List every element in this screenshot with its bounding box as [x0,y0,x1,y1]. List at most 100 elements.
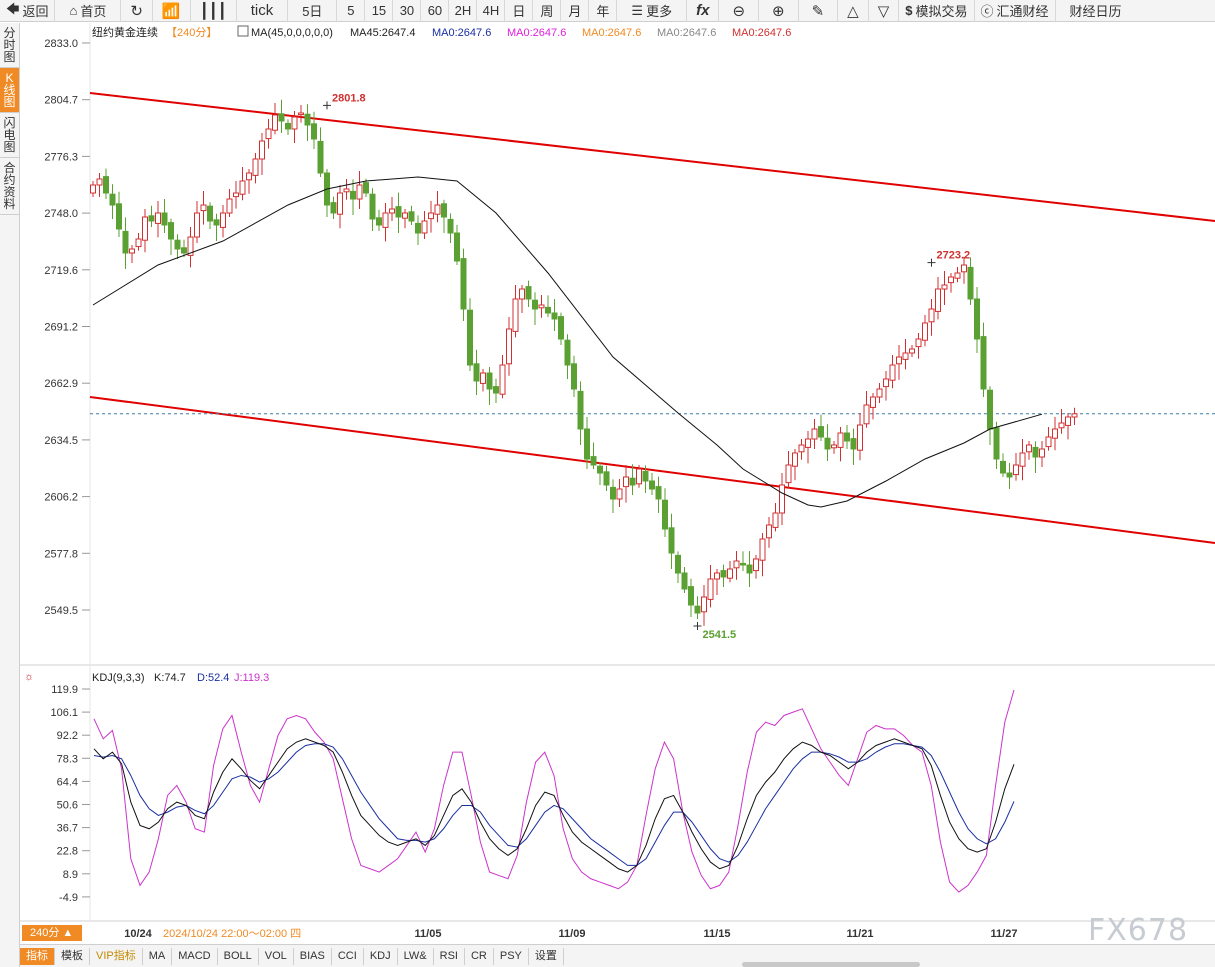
indicator-tab-3[interactable]: MA [143,947,173,965]
candle-body [317,140,324,174]
indicator-tab-6[interactable]: VOL [259,947,294,965]
candle-body [493,386,499,394]
home-icon: ⌂ [69,3,78,18]
candle-body [694,605,701,614]
candle-body [649,480,655,490]
extreme-label: 2723.2 [937,250,971,262]
side-tab-3[interactable]: 合约资料 [0,158,19,215]
candle-body [155,212,161,224]
ma-value-1: MA0:2647.6 [432,27,491,39]
candle-body [662,499,668,530]
indicator-chart-button[interactable]: 📶 [153,0,191,22]
ma-value-2: MA0:2647.6 [507,27,566,39]
indicator-tab-13[interactable]: PSY [494,947,529,965]
candle-body [863,404,870,425]
candle-body [831,444,837,449]
tick-button[interactable]: tick [237,0,289,22]
candle-body [538,304,545,309]
candle-body [363,182,369,194]
scroll-up-button[interactable]: △ [838,0,869,22]
indicator-tab-5[interactable]: BOLL [218,947,259,965]
candle-body [122,230,129,254]
indicator-tab-9[interactable]: KDJ [364,947,398,965]
indicator-tab-1[interactable]: 模板 [55,947,90,965]
period-15min[interactable]: 15 [365,0,394,22]
period-30min[interactable]: 30 [393,0,422,22]
candle-body [688,586,694,606]
kdj-tick-label: 119.9 [51,684,78,696]
kdj-tick-label: 8.9 [63,869,78,881]
kdj-d-line [93,743,1015,866]
formula-button[interactable]: fx [687,0,720,22]
refresh-button[interactable]: ↻ [121,0,153,22]
candle-body [1052,428,1058,439]
candle-body [876,388,883,398]
trend-line [89,92,1215,222]
indicator-tab-14[interactable]: 设置 [529,947,564,965]
period-badge[interactable]: 240分 ▲ [22,925,82,941]
sim-trade-button[interactable]: $ 模拟交易 [899,0,975,22]
candle-body [434,204,441,215]
side-tab-0[interactable]: 分时图 [0,23,19,68]
indicator-tab-10[interactable]: LW& [398,947,434,965]
period-5day[interactable]: 5日 [288,0,338,22]
indicator-tabs: 指标 模板 VIP指标 MA MACD BOLL VOL BIAS CCI KDJ LW& RSI CR… [20,944,1215,967]
zoom-out-button[interactable]: ⊖ [719,0,760,22]
period-2h[interactable]: 2H [449,0,478,22]
scroll-down-button[interactable]: ▽ [869,0,900,22]
candle-body [148,215,155,222]
calendar-button[interactable]: 财经日历 [1069,4,1122,19]
candle-body [109,193,116,206]
huitong-button[interactable]: ⓒ 汇通财经 [975,0,1056,22]
back-button[interactable]: 🡄 返回 [0,0,56,22]
indicator-tab-11[interactable]: RSI [434,947,465,965]
zoom-in-button[interactable]: ⊕ [759,0,799,22]
candle-body [642,470,649,482]
candle-body [551,312,558,320]
indicator-tab-2[interactable]: VIP指标 [90,947,143,965]
candle-body [935,288,941,312]
kdj-series [93,689,1015,893]
candle-body [909,348,915,354]
indicator-tab-8[interactable]: CCI [332,947,364,965]
candle-body [525,286,532,300]
candle-body [1032,446,1039,458]
candle-body [980,336,987,390]
more-button[interactable]: ☰ 更多 [617,0,688,22]
period-4h[interactable]: 4H [477,0,506,22]
candle-body [480,372,486,384]
period-year[interactable]: 年 [589,0,618,22]
kline-style-button[interactable]: ┃┃┃ [191,0,237,22]
period-label: 【240分】 [166,26,217,39]
indicator-tab-12[interactable]: CR [465,947,494,965]
period-day[interactable]: 日 [505,0,534,22]
candle-body [844,432,850,442]
indicator-tab-0[interactable]: 指标 [20,947,55,965]
candlestick-icon: ┃┃┃ [199,2,227,20]
period-5min[interactable]: 5 [337,0,366,22]
chart-canvas[interactable]: 2801.8 2723.2 2541.5 2833.0 2804.7 2776.3 274… [20,23,1215,944]
horizontal-scrollbar[interactable] [742,962,920,967]
indicator-tab-7[interactable]: BIAS [294,947,332,965]
candle-body [181,247,187,254]
indicator-tab-4[interactable]: MACD [172,947,218,965]
period-week[interactable]: 周 [533,0,562,22]
candle-body [194,212,200,238]
ma-params: MA(45,0,0,0,0,0) [251,27,333,39]
toolbar: 🡄 返回 ⌂ 首页 ↻ 📶 ┃┃┃ tick 5日 5 15 30 60 2H 4H… [0,0,1215,22]
candle-body [395,206,402,218]
candle-body [870,396,876,408]
candle-body [1013,464,1019,476]
draw-button[interactable]: ✎ [799,0,839,22]
candle-body [187,236,194,256]
kdj-d-value: D:52.4 [197,672,229,684]
candle-body [311,123,317,140]
period-60min[interactable]: 60 [421,0,450,22]
candle-body [421,220,428,234]
home-button[interactable]: ⌂ 首页 [55,0,122,22]
side-tab-2[interactable]: 闪电图 [0,113,19,158]
candle-body [701,596,707,613]
period-month[interactable]: 月 [561,0,590,22]
candle-body [272,114,278,131]
